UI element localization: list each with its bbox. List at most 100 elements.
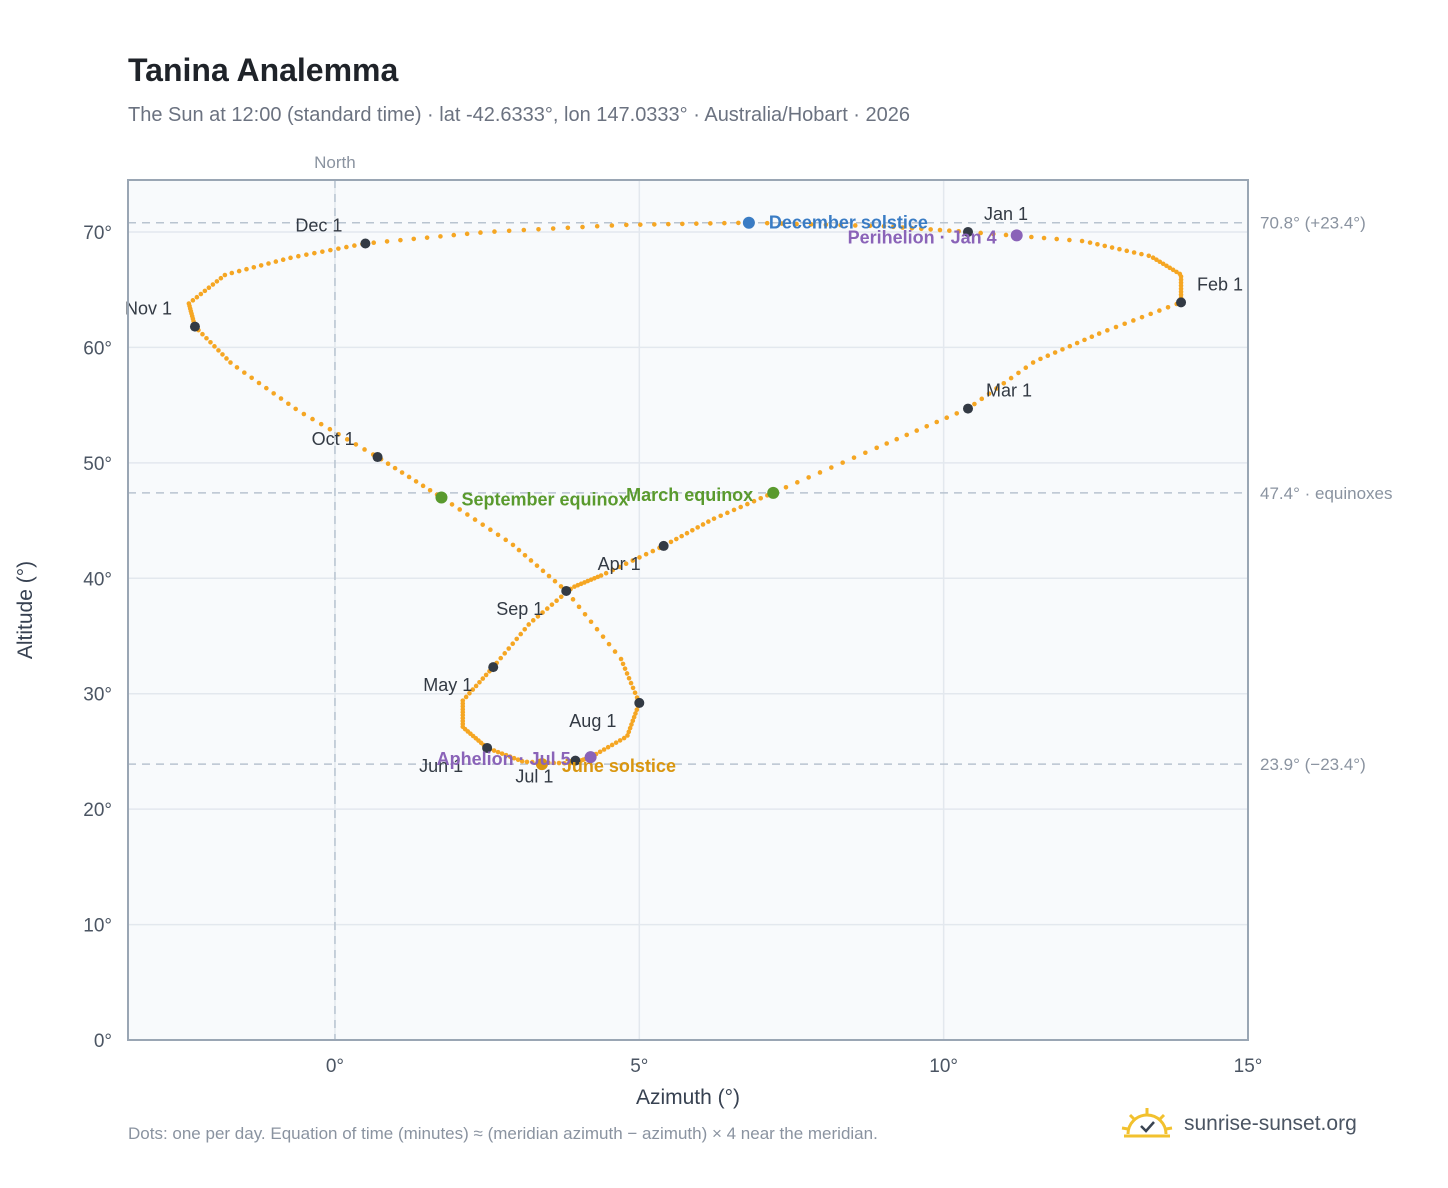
daily-sun-dot <box>666 221 671 227</box>
daily-sun-dot <box>336 431 341 437</box>
daily-sun-dot <box>280 257 286 263</box>
chart-subtitle: The Sun at 12:00 (standard time) · lat -… <box>128 104 911 126</box>
daily-sun-dot <box>521 227 527 233</box>
daily-sun-dot <box>406 474 412 480</box>
x-axis-label: Azimuth (°) <box>636 1086 740 1109</box>
daily-sun-dot <box>618 656 624 662</box>
daily-sun-dot <box>491 748 497 753</box>
daily-sun-dot <box>937 227 943 233</box>
month-marker <box>963 403 973 414</box>
brand[interactable]: sunrise-sunset.org <box>1120 1104 1357 1144</box>
daily-sun-dot <box>549 602 555 607</box>
daily-sun-dot <box>979 396 985 402</box>
daily-sun-dot <box>626 675 632 681</box>
event-label: June solstice <box>562 756 676 776</box>
daily-sun-dot <box>991 231 996 237</box>
daily-sun-dot <box>1117 246 1122 252</box>
daily-sun-dot <box>514 636 520 642</box>
daily-sun-dot <box>1160 261 1166 267</box>
daily-sun-dot <box>194 294 200 300</box>
daily-sun-dot <box>214 279 220 284</box>
daily-sun-dot <box>229 270 235 276</box>
daily-sun-dot <box>576 604 582 610</box>
daily-sun-dot <box>540 610 545 615</box>
daily-sun-dot <box>650 548 656 554</box>
daily-sun-dot <box>738 504 743 510</box>
month-label: Aug 1 <box>569 711 616 731</box>
daily-sun-dot <box>617 738 623 743</box>
daily-sun-dot <box>1124 248 1130 254</box>
event-marker <box>584 751 597 764</box>
month-marker <box>482 742 493 753</box>
daily-sun-dot <box>631 714 637 720</box>
x-tick-label: 15° <box>1234 1056 1263 1077</box>
daily-sun-dot <box>234 365 240 370</box>
month-label: Feb 1 <box>1197 274 1243 294</box>
month-marker <box>372 452 383 463</box>
daily-sun-dot <box>420 483 426 489</box>
daily-sun-dot <box>301 411 307 417</box>
daily-sun-dot <box>924 424 930 429</box>
month-label: May 1 <box>423 675 472 695</box>
daily-sun-dot <box>1109 245 1115 250</box>
daily-sun-dot <box>934 419 940 425</box>
daily-sun-dot <box>588 619 594 625</box>
daily-sun-dot <box>522 626 528 632</box>
daily-sun-dot <box>551 760 556 766</box>
daily-sun-dot <box>708 221 713 226</box>
daily-sun-dot <box>624 671 630 676</box>
month-label: Oct 1 <box>312 429 355 449</box>
daily-sun-dot <box>1148 311 1153 317</box>
month-label: Mar 1 <box>986 381 1032 401</box>
daily-sun-dot <box>909 225 915 231</box>
daily-sun-dot <box>711 516 717 521</box>
month-label: Jun 1 <box>419 756 463 776</box>
daily-sun-dot <box>190 298 196 303</box>
daily-sun-dot <box>1001 380 1007 386</box>
daily-sun-dot <box>1087 240 1093 245</box>
y-axis-label: Altitude (°) <box>14 561 37 659</box>
daily-sun-dot <box>852 223 858 228</box>
daily-sun-dot <box>411 236 417 242</box>
daily-sun-dot <box>210 282 216 287</box>
daily-sun-dot <box>817 470 823 475</box>
daily-sun-dot <box>1131 250 1137 255</box>
daily-sun-dot <box>904 432 910 438</box>
daily-sun-dot <box>680 221 685 227</box>
month-label: Sep 1 <box>496 599 543 619</box>
daily-sun-dot <box>823 222 829 228</box>
daily-sun-dot <box>478 230 483 235</box>
daily-sun-dot <box>483 672 489 678</box>
daily-sun-dot <box>518 631 524 637</box>
daily-sun-dot <box>310 416 315 422</box>
daily-sun-dot <box>399 470 405 475</box>
daily-sun-dot <box>1089 334 1095 340</box>
daily-sun-dot <box>546 573 552 579</box>
daily-sun-dot <box>1045 353 1051 359</box>
daily-sun-dot <box>944 415 950 421</box>
month-label: Nov 1 <box>125 299 172 319</box>
daily-sun-dot <box>1041 235 1047 241</box>
daily-sun-dot <box>362 447 367 452</box>
daily-sun-dot <box>312 250 317 256</box>
y-tick-label: 60° <box>83 338 112 359</box>
daily-sun-dot <box>495 749 501 755</box>
daily-sun-dot <box>465 512 470 517</box>
daily-sun-dot <box>530 618 536 623</box>
daily-sun-dot <box>623 222 629 228</box>
daily-sun-dot <box>256 380 262 386</box>
daily-sun-dot <box>236 268 242 274</box>
event-marker <box>1010 229 1023 242</box>
daily-sun-dot <box>438 234 443 239</box>
daily-sun-dot <box>867 223 873 229</box>
month-marker <box>1176 297 1187 308</box>
daily-sun-dot <box>540 568 546 574</box>
daily-sun-dot <box>594 626 600 632</box>
daily-sun-dot <box>978 230 983 236</box>
daily-sun-dot <box>413 479 419 484</box>
daily-sun-dot <box>385 461 391 466</box>
daily-sun-dot <box>881 223 887 229</box>
daily-sun-dot <box>956 229 961 234</box>
daily-sun-dot <box>293 406 298 412</box>
